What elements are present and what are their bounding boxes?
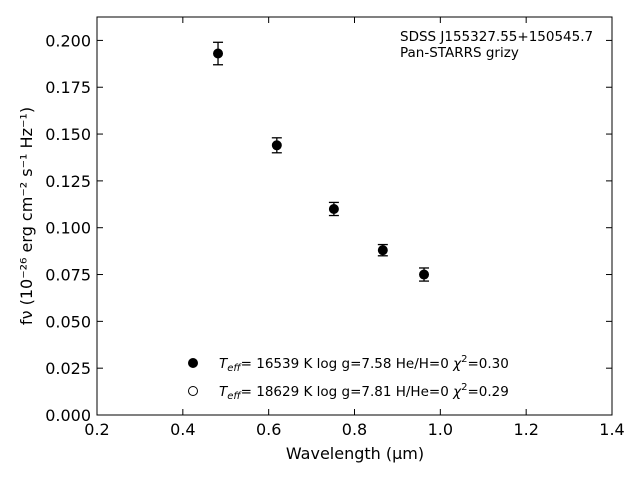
y-tick-label: 0.000 [45, 406, 91, 425]
legend-entry-1: Teff= 16539 K log g=7.58 He/H=0 χ2=0.30 [219, 354, 509, 374]
y-tick-label: 0.100 [45, 219, 91, 238]
x-tick-label: 0.6 [256, 420, 281, 439]
legend-marker-open [188, 386, 198, 396]
y-tick-label: 0.075 [45, 266, 91, 285]
x-axis-label-text: Wavelength (μm) [286, 444, 424, 463]
data-point [328, 203, 339, 214]
data-point [213, 48, 224, 59]
data-point [419, 269, 430, 280]
x-axis-label: Wavelength (μm) [286, 444, 424, 463]
object-name: SDSS J155327.55+150545.7 [400, 29, 593, 45]
data-point [377, 245, 388, 256]
y-tick-label: 0.175 [45, 78, 91, 97]
y-tick-label: 0.150 [45, 125, 91, 144]
y-axis-label-text: fν (10⁻²⁶ erg cm⁻² s⁻¹ Hz⁻¹) [17, 107, 36, 325]
y-tick-label: 0.125 [45, 172, 91, 191]
y-axis-label: fν (10⁻²⁶ erg cm⁻² s⁻¹ Hz⁻¹) [17, 107, 36, 325]
data-marks [213, 41, 430, 282]
x-tick-label: 1.4 [599, 420, 624, 439]
x-tick-label: 1.2 [513, 420, 538, 439]
y-tick-label: 0.025 [45, 359, 91, 378]
x-tick-label: 0.2 [84, 420, 109, 439]
y-tick-label: 0.050 [45, 312, 91, 331]
x-tick-label: 0.4 [170, 420, 195, 439]
legend-entry-2: Teff= 18629 K log g=7.81 H/He=0 χ2=0.29 [219, 382, 509, 402]
photometry-label: Pan-STARRS grizy [400, 45, 519, 61]
x-tick-label: 0.8 [342, 420, 367, 439]
tick-labels: 0.2 0.4 0.6 0.8 1.0 1.2 1.4 0.000 0.025 0.050 0.07… [45, 31, 625, 439]
data-point [271, 140, 282, 151]
x-tick-label: 1.0 [428, 420, 453, 439]
y-tick-label: 0.200 [45, 31, 91, 50]
legend-marker-filled [188, 358, 198, 368]
legend: Teff= 16539 K log g=7.58 He/H=0 χ2=0.30 … [188, 354, 509, 402]
plot-frame [96, 16, 613, 416]
